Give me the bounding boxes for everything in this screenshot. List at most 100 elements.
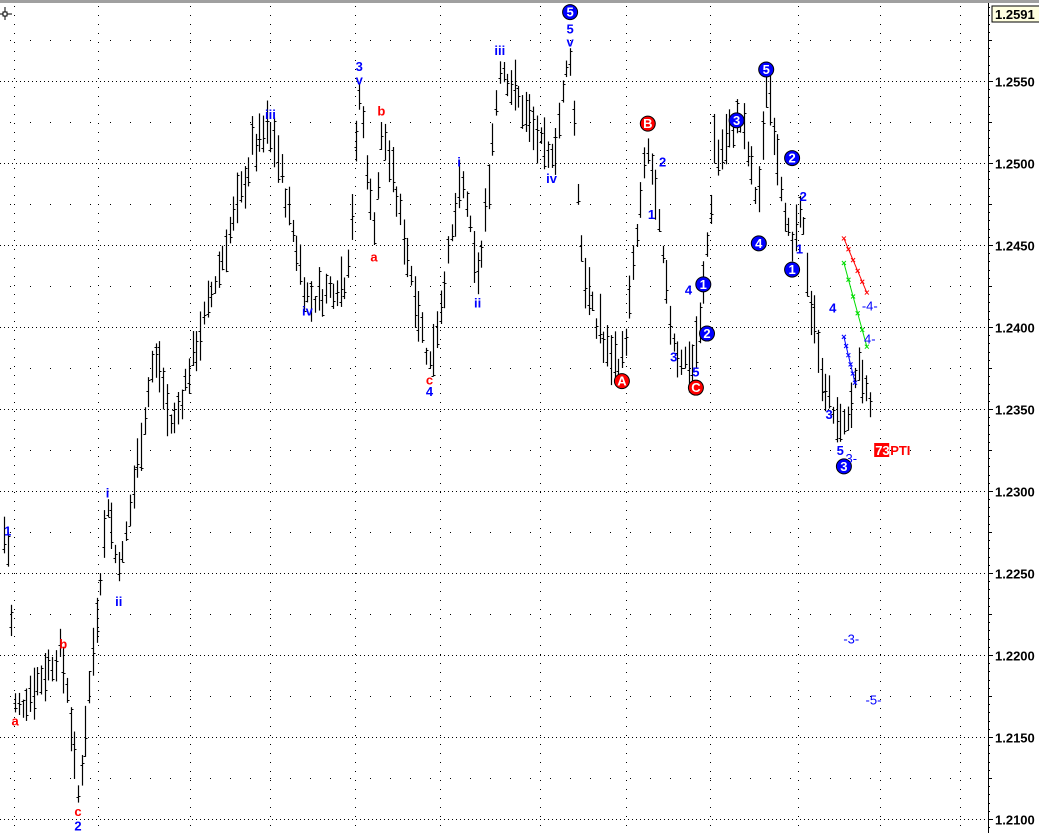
price-bar: [95, 597, 100, 643]
price-bar: [416, 291, 421, 342]
price-bar: [631, 245, 636, 280]
price-bar: [594, 318, 599, 339]
wave-label: -5-: [866, 692, 882, 707]
price-bar: [605, 325, 610, 367]
price-bar: [139, 422, 144, 471]
price-bar: [109, 502, 114, 549]
price-bar: [746, 141, 751, 167]
price-bar: [509, 70, 514, 105]
price-bar: [54, 650, 59, 682]
wave-label: C: [691, 380, 701, 395]
price-bar: [868, 392, 873, 418]
price-bar: [572, 100, 577, 136]
price-bar: [705, 232, 710, 257]
price-bar: [35, 667, 40, 696]
price-bar: [476, 252, 481, 295]
price-bar: [6, 532, 11, 567]
price-bar: [561, 80, 566, 103]
channel-marker: [845, 352, 851, 358]
wave-label: 4: [755, 236, 763, 251]
wave-label: iii: [494, 43, 505, 58]
wave-label: 2: [800, 189, 807, 204]
price-bar: [83, 705, 88, 757]
axis-tick-label: 1.2400: [995, 321, 1035, 336]
price-bar: [398, 193, 403, 226]
price-axis[interactable]: 1.2100 1.2150 1.2200 1.2250 1.2300 1.2350 1.24…: [988, 0, 1039, 833]
price-bar: [827, 375, 832, 409]
price-bar: [576, 183, 581, 205]
price-bar: [502, 61, 507, 83]
price-bar: [113, 544, 118, 564]
price-bar: [9, 604, 14, 637]
price-bar: [479, 240, 484, 268]
price-bar: [849, 382, 854, 428]
price-bar: [24, 688, 29, 721]
price-bar: [243, 166, 248, 209]
price-bar: [405, 237, 410, 278]
channel-marker: [850, 257, 856, 263]
price-bar: [809, 290, 814, 336]
wave-label-circle: [784, 150, 801, 167]
price-bar: [805, 252, 810, 297]
price-bar: [379, 122, 384, 150]
channel-marker: [843, 343, 849, 349]
price-bar: [857, 347, 862, 381]
price-bar: [39, 665, 44, 695]
price-bar: [254, 133, 259, 172]
price-bar: [305, 282, 310, 303]
price-bar: [601, 331, 606, 363]
price-bar: [520, 95, 525, 129]
price-bar: [620, 331, 625, 368]
wave-label: 1: [700, 277, 707, 292]
price-bar: [550, 143, 555, 168]
price-bar: [235, 172, 240, 224]
price-bar: [553, 128, 558, 175]
price-bar: [335, 280, 340, 307]
price-bar: [712, 113, 717, 164]
price-bar: [761, 111, 766, 160]
price-bar: [842, 409, 847, 435]
wave-label-circle: [699, 325, 715, 342]
price-bar: [413, 276, 418, 328]
price-bar: [450, 224, 455, 242]
price-bar: [224, 229, 229, 273]
price-bar: [287, 186, 292, 226]
price-bar: [587, 267, 592, 316]
price-bar: [268, 122, 273, 153]
price-bar: [557, 102, 562, 139]
wave-label: b: [59, 637, 67, 652]
price-bar: [228, 216, 233, 244]
price-bar: [424, 347, 429, 365]
channel-marker: [864, 290, 870, 295]
wave-label: iv: [546, 171, 558, 186]
wave-label-circle: [562, 4, 579, 21]
price-bar: [391, 146, 396, 193]
price-bar: [302, 277, 307, 312]
channel-marker: [850, 371, 856, 376]
price-bar: [213, 276, 218, 294]
price-bar: [831, 406, 836, 424]
wave-label-circle: [758, 61, 775, 78]
wave-label: B: [643, 116, 652, 131]
wave-label: 1: [788, 262, 795, 277]
axis-background: [988, 3, 1039, 833]
price-bar: [442, 271, 447, 309]
price-bar: [246, 157, 251, 187]
price-bar: [798, 195, 803, 228]
price-bar: [446, 236, 451, 264]
price-bar: [820, 357, 825, 402]
wave-label: 3: [825, 407, 832, 422]
price-bar: [21, 699, 26, 718]
price-bar: [72, 731, 77, 779]
price-bar: [328, 276, 333, 298]
wave-label: 2: [659, 154, 666, 169]
price-bar: [672, 333, 677, 352]
price-bar: [317, 267, 322, 311]
price-bar: [675, 341, 680, 378]
price-bar: [838, 403, 843, 442]
price-bar: [354, 120, 359, 162]
price-bar: [394, 186, 399, 217]
price-bar: [709, 194, 714, 224]
